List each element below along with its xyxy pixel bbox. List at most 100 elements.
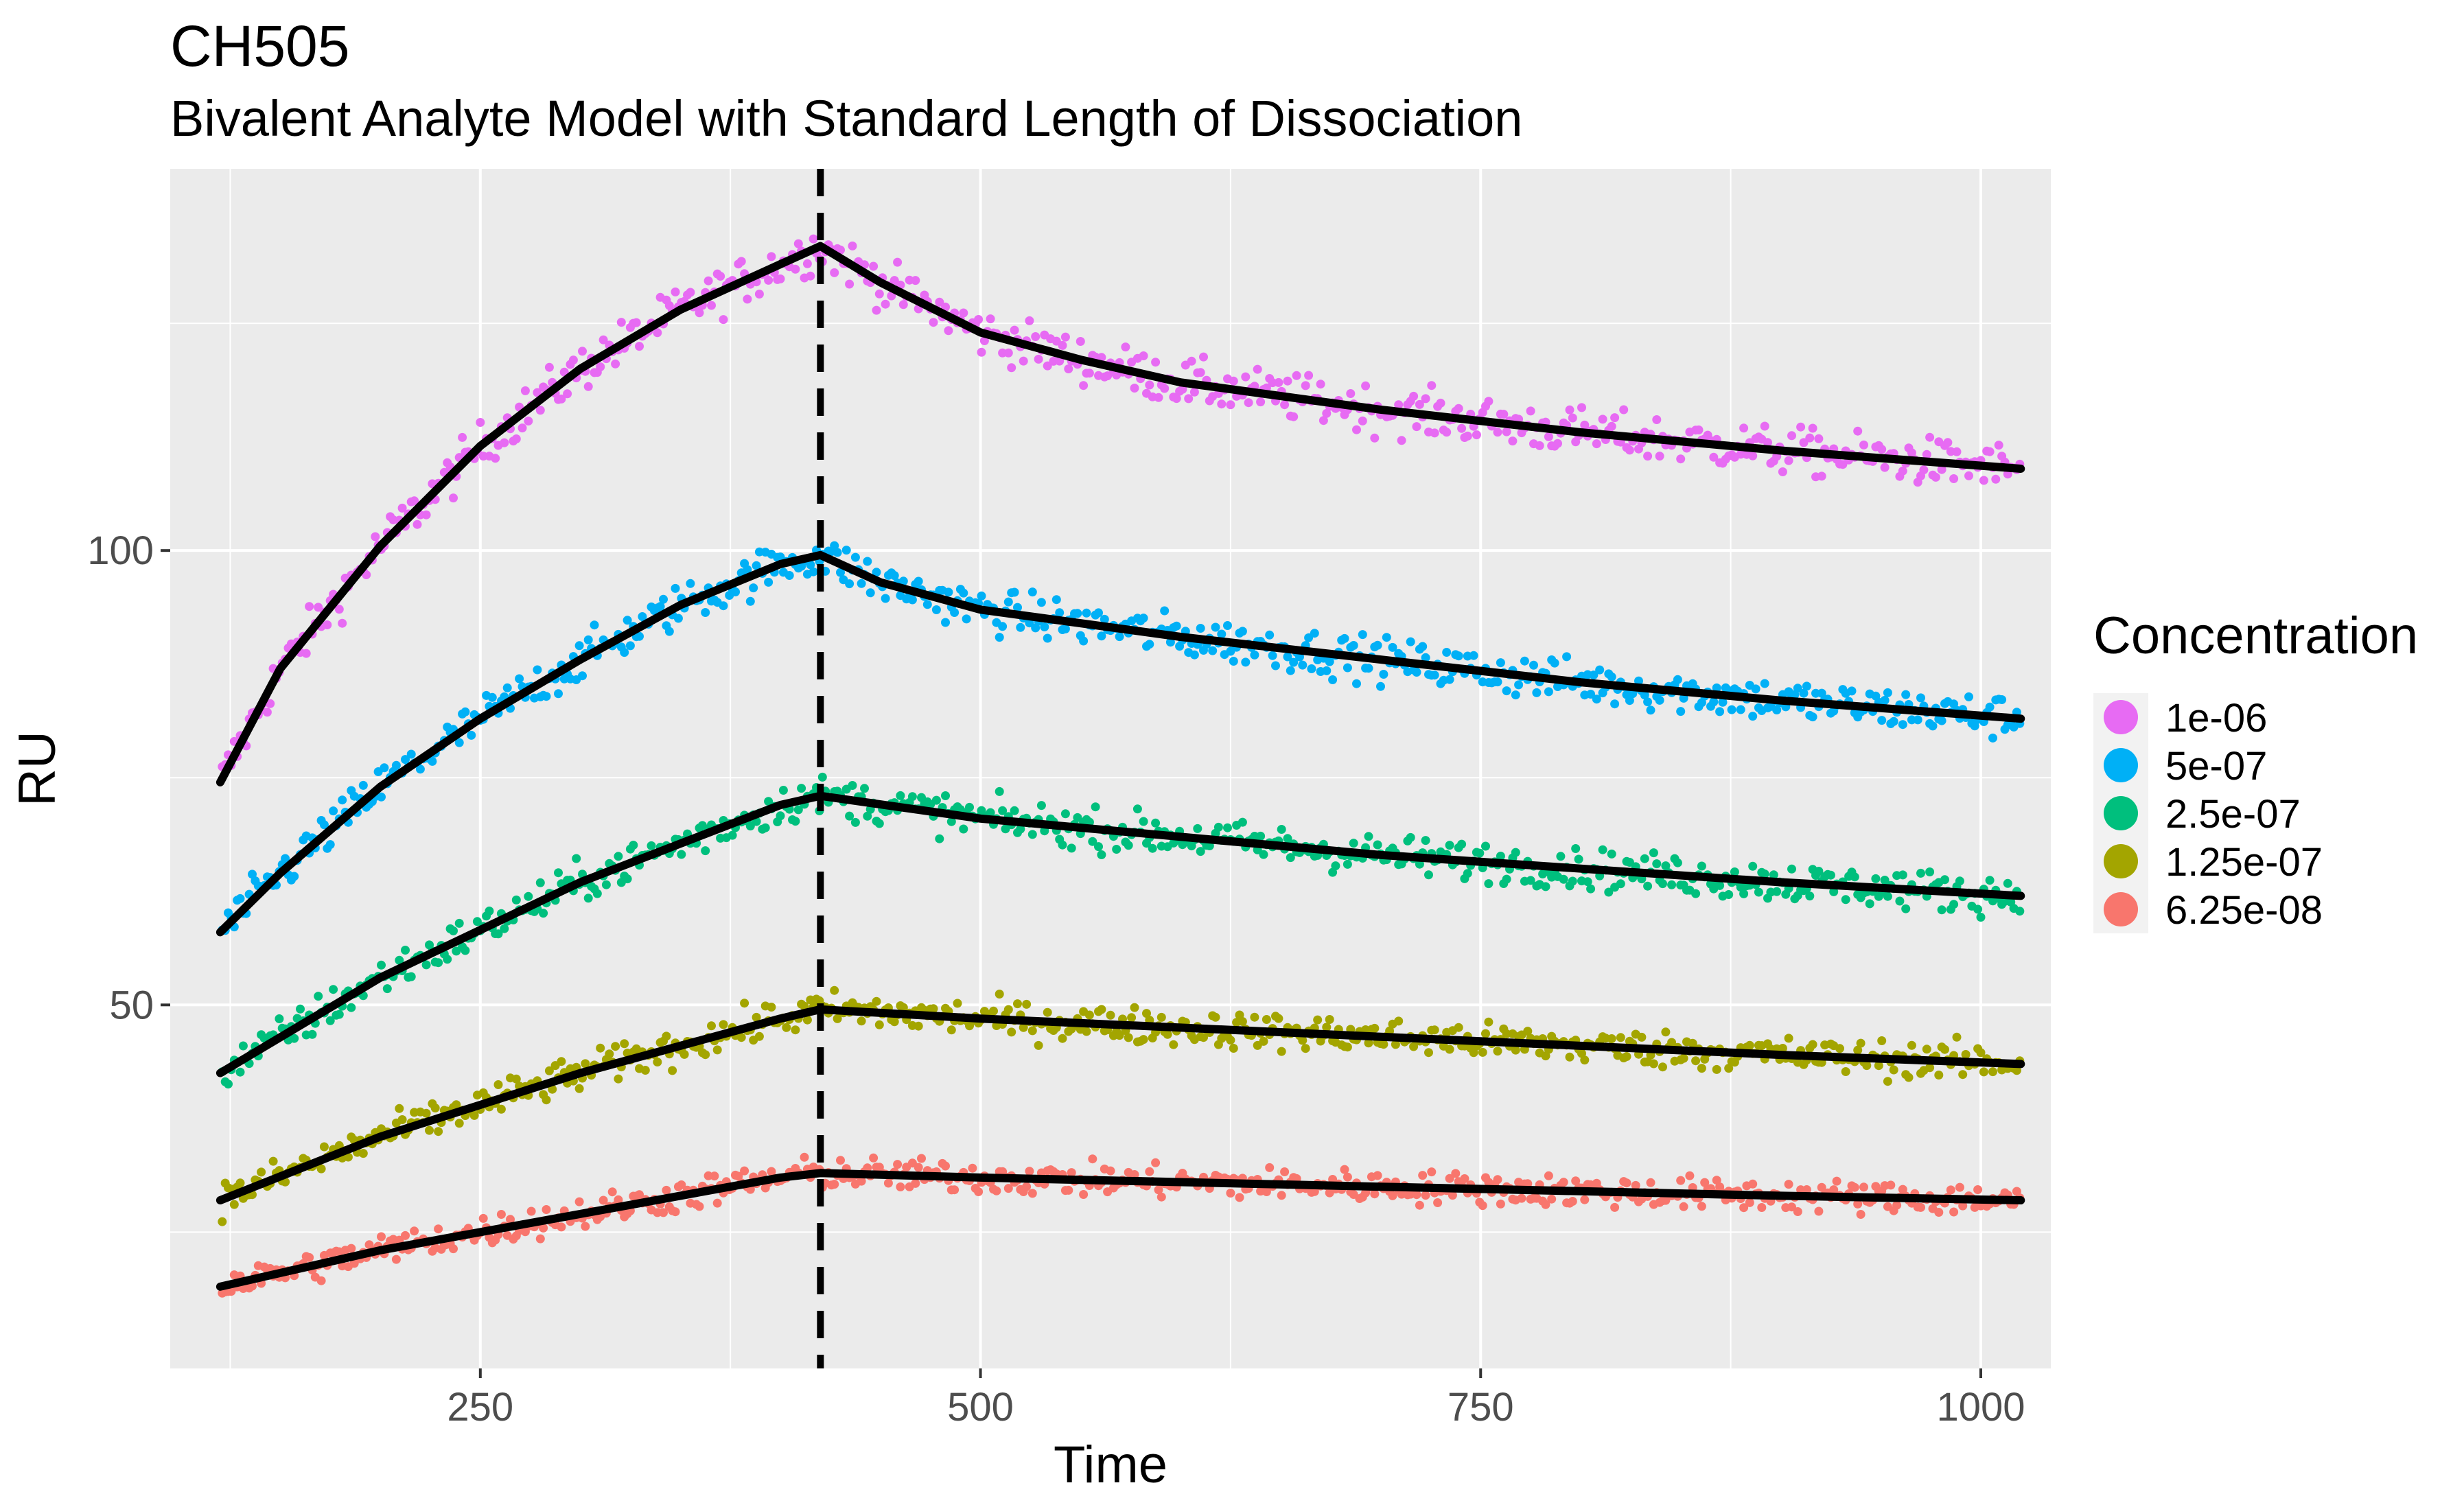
data-point [941,618,950,627]
data-point [1145,1167,1154,1176]
data-point [377,1232,386,1241]
data-point [1862,1061,1872,1071]
data-point [1064,1185,1073,1195]
data-point [1493,1175,1502,1185]
data-point [881,594,890,603]
data-point [592,889,602,898]
data-point [1409,391,1419,401]
data-point [950,1185,960,1195]
data-point [1922,450,1931,459]
data-point [1343,1042,1352,1052]
data-point [671,1207,680,1217]
data-point [833,1014,842,1023]
data-point [1051,595,1061,605]
data-point [640,1066,650,1075]
data-point [1805,433,1815,443]
data-point [1799,688,1809,698]
data-point [887,291,896,301]
data-point [1250,650,1259,660]
data-point [454,1119,464,1128]
data-point [325,1016,335,1025]
data-point [1949,474,1959,483]
data-point [1237,627,1247,636]
data-point [1301,1044,1310,1053]
data-point [1265,1163,1275,1172]
data-point [806,271,815,281]
y-tick-1: 100 [87,528,170,573]
data-point [1511,1045,1520,1055]
data-point [1607,1034,1616,1043]
data-point [929,1004,938,1014]
fit-line-2.5e-07 [216,791,2025,1077]
data-point [1778,467,1787,476]
x-tick-0: 250 [447,1368,513,1430]
data-point [1883,688,1892,697]
data-point [1325,657,1334,666]
data-point [1241,372,1251,382]
data-point [1298,660,1307,670]
data-point [1082,1027,1091,1036]
data-point [809,234,818,244]
data-point [382,984,392,994]
data-point [1655,452,1664,461]
data-point [1283,376,1292,386]
data-point [1370,1189,1380,1199]
data-point [1454,1023,1463,1032]
data-point [1580,420,1590,430]
data-point [1568,1197,1577,1206]
data-point [467,730,476,740]
data-point [1769,870,1778,880]
data-point [1937,465,1946,474]
data-point [1547,1194,1557,1204]
data-point [1559,1178,1568,1187]
data-point [1139,614,1148,623]
data-point [557,1222,566,1232]
data-point [1003,348,1013,358]
data-point [410,496,419,506]
data-point [1364,1038,1373,1048]
data-point [421,510,431,520]
data-point [979,336,989,345]
data-point [869,1153,879,1163]
data-point [701,608,710,617]
data-point [1652,859,1662,869]
data-point [764,577,774,587]
data-point [1430,670,1439,680]
data-point [1397,436,1406,445]
data-point [986,314,995,324]
data-point [662,1185,671,1195]
data-point [1856,1038,1866,1048]
data-point [1496,1199,1505,1209]
data-point [238,1041,248,1051]
data-point [1883,1077,1892,1086]
data-point [1289,657,1299,667]
data-point [1556,852,1566,861]
data-point [860,784,869,793]
data-point [1676,454,1686,464]
data-point [1715,707,1725,716]
data-point [1027,830,1037,839]
data-point [1271,661,1280,670]
data-point [391,760,401,770]
data-point [1892,1200,1902,1210]
data-point [874,289,884,299]
data-point [1796,422,1806,432]
data-point [1424,1048,1433,1058]
data-point [686,579,695,588]
data-point [1853,1199,1863,1209]
data-point [635,1190,644,1200]
data-point [563,389,572,399]
data-point [1115,1031,1124,1040]
data-point [890,571,899,581]
data-point [653,328,662,338]
data-point [1454,651,1463,661]
data-point [745,596,755,606]
data-point [554,689,563,699]
data-point [830,268,839,277]
data-point [1625,696,1634,705]
data-point [1244,398,1253,408]
data-point [845,279,855,289]
data-point [1097,353,1106,362]
data-point [977,591,986,600]
data-point [316,1164,326,1174]
